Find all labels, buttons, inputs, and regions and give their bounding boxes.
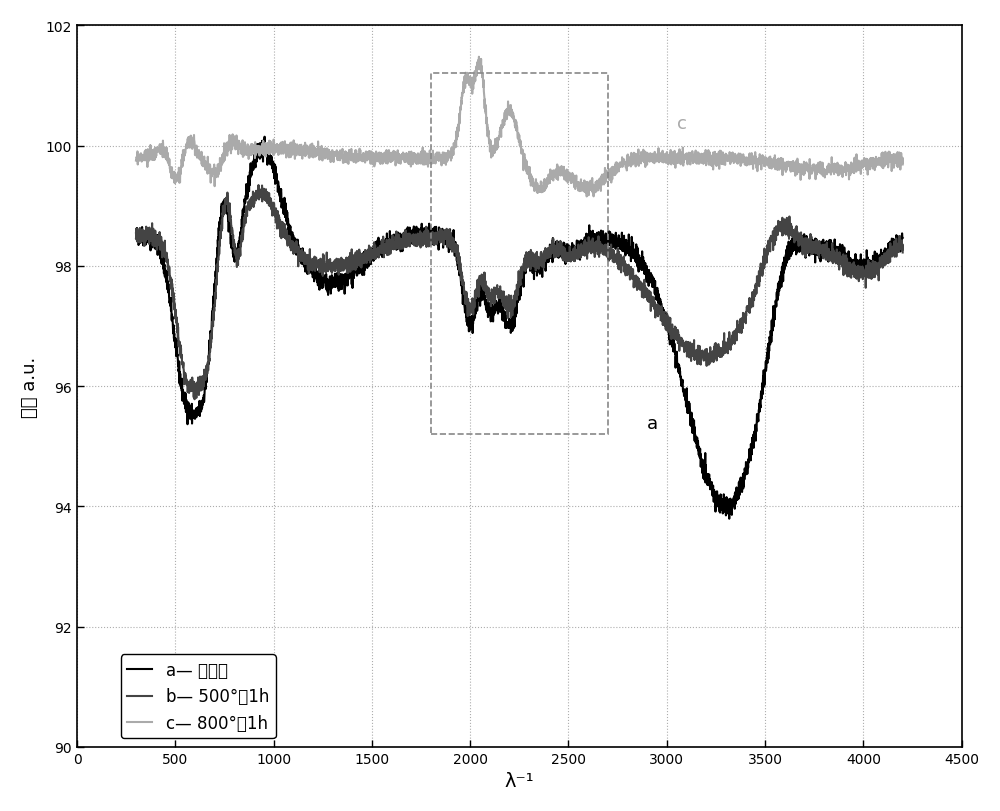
a	[520, 257, 532, 267]
Line: c: c	[136, 58, 903, 197]
a	[130, 230, 142, 239]
Text: c: c	[677, 114, 686, 132]
b	[350, 260, 362, 269]
c	[350, 149, 362, 159]
a	[897, 234, 909, 243]
b	[130, 234, 142, 243]
a	[565, 247, 577, 256]
b	[897, 248, 909, 258]
Y-axis label: 强度 a.u.: 强度 a.u.	[21, 356, 39, 417]
a	[350, 261, 362, 271]
b	[565, 250, 577, 260]
b	[189, 395, 201, 405]
b	[181, 380, 193, 390]
a	[181, 401, 193, 410]
c	[473, 53, 485, 62]
Text: a: a	[647, 414, 658, 432]
c	[897, 161, 909, 170]
c	[520, 160, 532, 169]
Legend: a— 未烧结, b— 500°，1h, c— 800°，1h: a— 未烧结, b— 500°，1h, c— 800°，1h	[121, 654, 276, 739]
b	[181, 377, 193, 387]
c	[581, 192, 593, 202]
a	[259, 133, 271, 143]
Text: b: b	[657, 307, 668, 324]
c	[181, 139, 193, 149]
Line: b: b	[136, 186, 903, 400]
c	[181, 139, 193, 148]
c	[231, 139, 243, 148]
a	[723, 514, 735, 524]
b	[252, 181, 264, 191]
b	[231, 250, 243, 260]
a	[181, 404, 193, 414]
Line: a: a	[136, 138, 903, 519]
Bar	[431, 75, 608, 435]
X-axis label: λ⁻¹: λ⁻¹	[505, 771, 534, 790]
c	[565, 171, 577, 181]
b	[520, 261, 532, 271]
a	[231, 251, 243, 261]
c	[130, 157, 142, 166]
